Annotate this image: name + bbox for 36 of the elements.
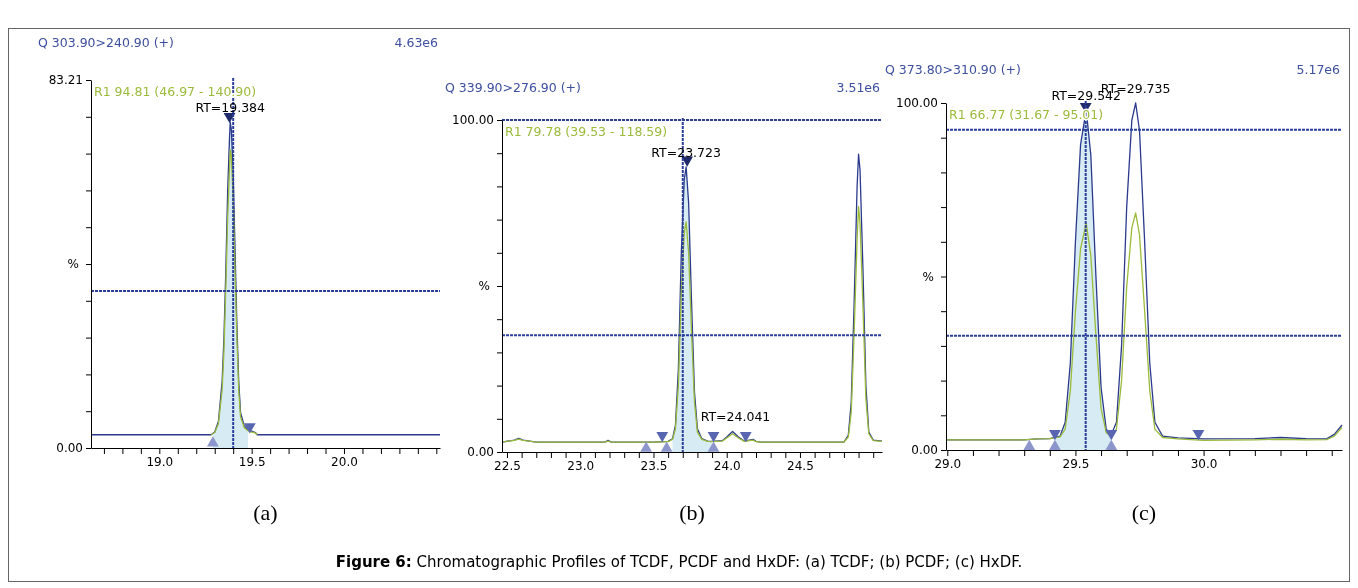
x-tick-label: 24.0	[713, 458, 741, 473]
x-tick-label: 23.5	[640, 458, 668, 473]
annotation: R1 94.81 (46.97 - 140.90)	[94, 84, 257, 99]
y-tick-label: 0.00	[911, 443, 938, 458]
y-axis-title: %	[478, 279, 490, 294]
x-tick-label: 29.5	[1062, 456, 1090, 471]
x-tick-label: 22.5	[494, 458, 521, 473]
x-tick-label: 23.0	[567, 458, 595, 473]
y-tick-label: 0.00	[56, 441, 83, 456]
annotation: RT=23.723	[651, 144, 721, 160]
chart-title: Q 339.90>276.90 (+)	[445, 80, 581, 95]
y-tick-label: 100.00	[896, 96, 938, 111]
annotation: R1 79.78 (39.53 - 118.59)	[505, 124, 668, 139]
annotation: RT=19.384	[195, 100, 266, 116]
text: Figure 6:	[335, 553, 412, 571]
chart-title: Q 373.80>310.90 (+)	[885, 62, 1021, 77]
text: Chromatographic Profiles of TCDF, PCDF and HxDF: (a) TCDF; (b) PCDF; (c) HxDF.	[411, 553, 1023, 571]
x-axis-title: (c)	[1131, 500, 1157, 525]
y-axis-title: %	[922, 269, 934, 284]
chart-title: Q 303.90>240.90 (+)	[38, 35, 174, 50]
text: 3.51e6	[836, 80, 881, 95]
annotation: RT=24.041	[700, 409, 771, 425]
y-tick-label: 83.21	[48, 73, 83, 88]
x-tick-label: 20.0	[331, 454, 358, 469]
text: 4.63e6	[394, 35, 439, 50]
y-tick-label: 100.00	[452, 113, 494, 128]
y-axis-title: %	[67, 257, 79, 272]
x-tick-label: 19.5	[238, 454, 266, 469]
y-tick-label: 0.00	[467, 445, 494, 460]
x-axis-title: (b)	[679, 500, 705, 525]
x-tick-label: 19.0	[146, 454, 174, 469]
x-tick-label: 24.5	[787, 458, 814, 473]
x-tick-label: 29.0	[934, 456, 962, 471]
x-tick-label: 30.0	[1190, 456, 1218, 471]
x-axis-title: (a)	[253, 500, 278, 525]
text: 5.17e6	[1296, 62, 1341, 77]
